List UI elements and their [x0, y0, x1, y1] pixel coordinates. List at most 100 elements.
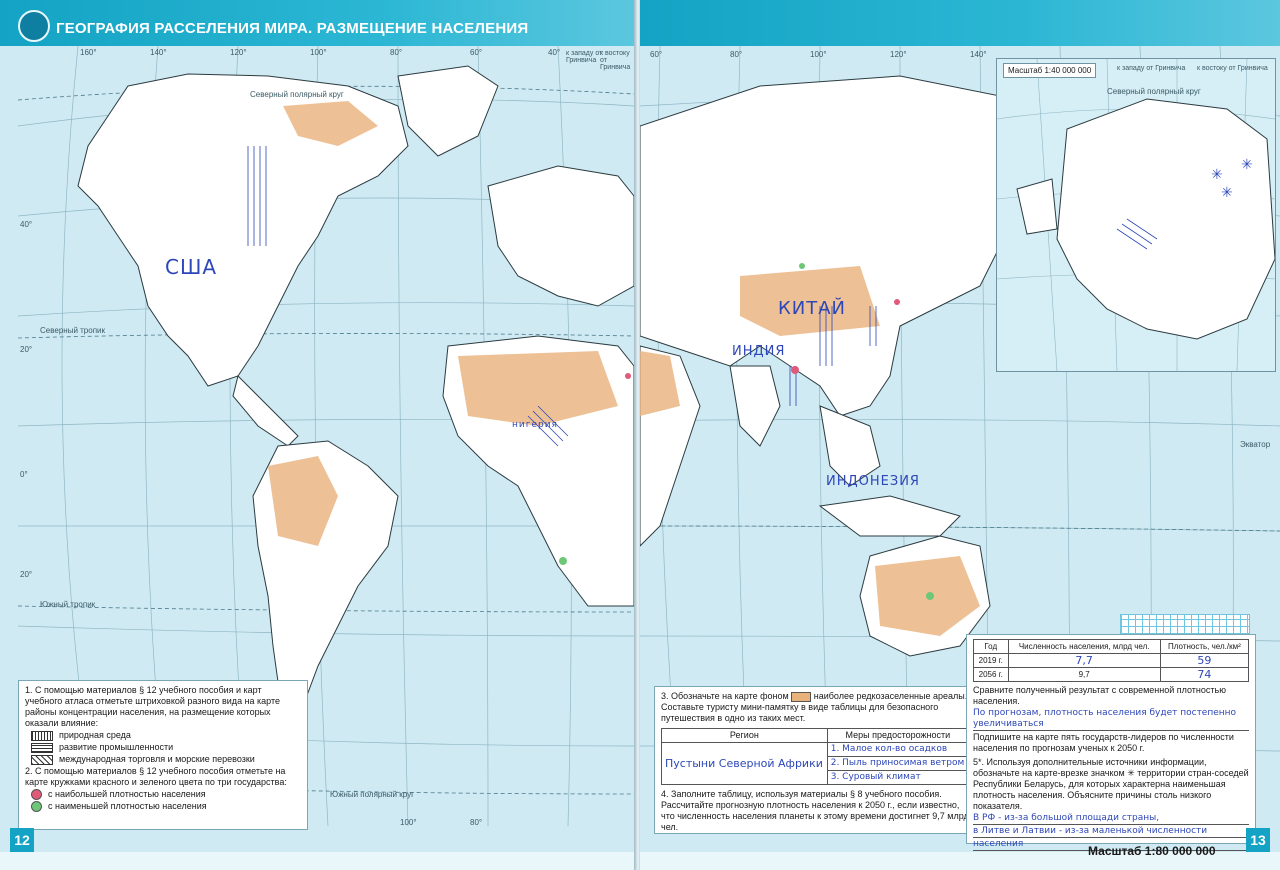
header-bar-left: ГЕОГРАФИЯ РАССЕЛЕНИЯ МИРА. РАЗМЕЩЕНИЕ НА…	[0, 0, 636, 46]
handwritten-indonesia: ИНДОНЕЗИЯ	[826, 474, 920, 489]
side-section-label: ГЕОГРАФИЯ НАСЕЛЕНИЯ МИРА	[2, 60, 31, 360]
red-dot-icon	[31, 789, 42, 800]
tropic-north-label: Северный тропик	[40, 326, 106, 335]
world-map-west	[18, 46, 634, 826]
tasks-4-5-panel: Год Численность населения, млрд чел. Пло…	[966, 634, 1256, 851]
green-dot-icon	[31, 801, 42, 812]
population-cell: 7,7	[1007, 653, 1161, 668]
tasks-3-4-panel: 3. Обозначьте на карте фоном наиболее ре…	[654, 686, 976, 834]
task2-text: 2. С помощью материалов § 12 учебного по…	[25, 766, 287, 787]
lon-tick: 140°	[970, 50, 987, 59]
density-cell: 59	[1159, 653, 1250, 668]
tasks-1-2-panel: 1. С помощью материалов § 12 учебного по…	[18, 680, 308, 830]
col-year: Год	[973, 639, 1009, 654]
population-cell: 9,7	[1007, 667, 1161, 682]
header-bar-right	[640, 0, 1280, 46]
lon-tick-bottom: 80°	[470, 818, 483, 827]
lon-tick: 60°	[650, 50, 663, 59]
legend-label: с наибольшей плотностью населения	[48, 789, 206, 799]
legend-row-dense: с наибольшей плотностью населения	[31, 789, 301, 800]
inset-map-europe: ✳ ✳ ✳ Масштаб 1:40 000 000 Северный поля…	[996, 58, 1276, 372]
lat-tick: 0°	[20, 470, 28, 479]
legend-label: развитие промышленности	[59, 742, 174, 752]
year-cell: 2019 г.	[973, 653, 1009, 668]
safety-table: Регион Меры предосторожности Пустыни Сев…	[661, 728, 970, 785]
region-cell: Пустыни Северной Африки	[661, 742, 828, 785]
table-row: 2019 г. 7,7 59	[973, 653, 1250, 668]
lat-tick: 20°	[20, 345, 33, 354]
tropic-south-label: Южный тропик	[40, 600, 96, 609]
west-note: к западу от Гринвича	[566, 50, 603, 64]
lon-tick: 80°	[730, 50, 743, 59]
legend-row-sparse: с наименьшей плотностью населения	[31, 801, 301, 812]
sparse-fill-swatch-icon	[791, 691, 812, 702]
density-cell: 74	[1159, 667, 1250, 682]
table-row: 2056 г. 9,7 74	[973, 667, 1250, 682]
handwritten-india: ИНДИЯ	[732, 344, 786, 359]
east-note: к востоку от Гринвича	[600, 50, 631, 71]
population-table: Год Численность населения, млрд чел. Пло…	[973, 639, 1250, 682]
task5-answer-line: В РФ - из-за большой площади страны,	[973, 813, 1249, 825]
hatch-diagonal-icon	[31, 754, 53, 765]
antarctic-circle-label: Южный полярный круг	[330, 790, 414, 799]
legend-row-nature: природная среда	[31, 730, 301, 741]
handwritten-usa: США	[165, 255, 218, 279]
legend-label: природная среда	[59, 730, 131, 740]
task3-text: 3. Обозначьте на карте фоном наиболее ре…	[661, 691, 969, 724]
footer-strip-left	[0, 852, 636, 870]
lon-tick: 120°	[230, 48, 247, 57]
lon-tick: 40°	[548, 48, 561, 57]
left-page: ГЕОГРАФИЯ РАССЕЛЕНИЯ МИРА. РАЗМЕЩЕНИЕ НА…	[0, 0, 636, 870]
col-population: Численность населения, млрд чел.	[1007, 639, 1161, 654]
lon-tick: 80°	[390, 48, 403, 57]
legend-row-trade: международная торговля и морские перевоз…	[31, 754, 301, 765]
compare-answer: По прогнозам, плотность населения будет …	[973, 708, 1249, 731]
lon-tick: 60°	[470, 48, 483, 57]
task4-text: 4. Заполните таблицу, используя материал…	[661, 789, 969, 832]
measure-cell: 2. Пыль приносимая ветром	[826, 756, 970, 771]
task5-text: 5*. Используя дополнительные источники и…	[973, 757, 1249, 811]
lon-tick: 120°	[890, 50, 907, 59]
task3-text-after: наиболее редкозаселенные ареалы. Составь…	[661, 691, 968, 723]
inset-arctic-label: Северный полярный круг	[1107, 87, 1201, 96]
page-number-left: 12	[10, 828, 34, 852]
hatch-horizontal-icon	[31, 742, 53, 753]
task5-answer-line: населения	[973, 839, 1249, 851]
measure-cell: 1. Малое кол-во осадков	[826, 742, 970, 757]
map-note-text: Подпишите на карте пять государств-лидер…	[973, 732, 1234, 753]
compare-text: Сравните полученный результат с современ…	[973, 685, 1226, 706]
lon-tick: 140°	[150, 48, 167, 57]
arctic-circle-label: Северный полярный круг	[250, 90, 344, 99]
col-region: Регион	[661, 728, 828, 743]
right-page: 60° 80° 100° 120° 140° КИТАЙ ИНДИЯ ИНДОН…	[640, 0, 1280, 870]
hatch-vertical-icon	[31, 730, 53, 741]
inset-west-note: к западу от Гринвича	[1117, 65, 1186, 72]
lon-tick: 100°	[810, 50, 827, 59]
legend-label: международная торговля и морские перевоз…	[59, 754, 255, 764]
lat-tick: 20°	[20, 570, 33, 579]
task3-text-before: 3. Обозначьте на карте фоном	[661, 691, 789, 701]
legend-label: с наименьшей плотностью населения	[48, 801, 207, 811]
globe-logo-icon	[18, 10, 50, 42]
col-measures: Меры предосторожности	[826, 728, 970, 743]
lon-tick: 100°	[310, 48, 327, 57]
task5-answer-line: в Литве и Латвии - из-за маленькой числе…	[973, 826, 1249, 838]
main-scale-label: Масштаб 1:80 000 000	[1088, 844, 1216, 858]
svg-text:✳: ✳	[1221, 185, 1233, 201]
year-cell: 2056 г.	[973, 667, 1009, 682]
equator-label: Экватор	[1240, 440, 1271, 449]
svg-text:✳: ✳	[1211, 167, 1223, 183]
task1-text: 1. С помощью материалов § 12 учебного по…	[25, 685, 281, 728]
page-number-right: 13	[1246, 828, 1270, 852]
inset-east-note: к востоку от Гринвича	[1197, 65, 1268, 72]
book-gutter	[634, 0, 642, 870]
inset-map-graphic: ✳ ✳ ✳	[996, 58, 1276, 372]
page-title: ГЕОГРАФИЯ РАССЕЛЕНИЯ МИРА. РАЗМЕЩЕНИЕ НА…	[56, 20, 529, 37]
col-density: Плотность, чел./км²	[1159, 639, 1250, 654]
legend-row-industry: развитие промышленности	[31, 742, 301, 753]
inset-scale-label: Масштаб 1:40 000 000	[1003, 63, 1097, 78]
measure-cell: 3. Суровый климат	[826, 770, 970, 785]
lon-tick: 160°	[80, 48, 97, 57]
handwritten-china: КИТАЙ	[778, 298, 847, 319]
